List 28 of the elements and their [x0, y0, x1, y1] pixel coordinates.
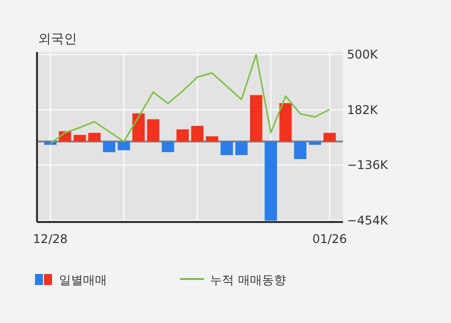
- bar: [294, 142, 306, 160]
- bar: [279, 103, 292, 142]
- bar: [88, 132, 101, 142]
- bar: [147, 119, 160, 142]
- bar: [176, 129, 189, 142]
- y-tick-label: −136K: [347, 158, 389, 172]
- bar: [118, 142, 130, 150]
- bar: [323, 132, 336, 142]
- bar: [102, 142, 116, 152]
- bar: [206, 136, 218, 142]
- bar: [264, 142, 278, 221]
- bar: [308, 142, 322, 145]
- bar: [162, 142, 174, 152]
- bar: [74, 134, 86, 142]
- bar: [132, 113, 145, 142]
- bar: [250, 95, 262, 142]
- y-tick-label: −454K: [347, 213, 389, 228]
- x-tick-label: 01/26: [312, 232, 347, 246]
- chart-title: 외국인: [38, 32, 77, 47]
- x-tick-label: 12/28: [33, 232, 68, 246]
- bar: [220, 142, 233, 156]
- line-series: [50, 54, 330, 144]
- bar: [191, 126, 204, 142]
- bar: [235, 142, 248, 156]
- y-tick-label: 500K: [347, 48, 379, 62]
- y-tick-label: 182K: [347, 102, 379, 117]
- legend-label: 누적 매매동향: [210, 273, 286, 287]
- legend-label: 일별매매: [59, 273, 107, 287]
